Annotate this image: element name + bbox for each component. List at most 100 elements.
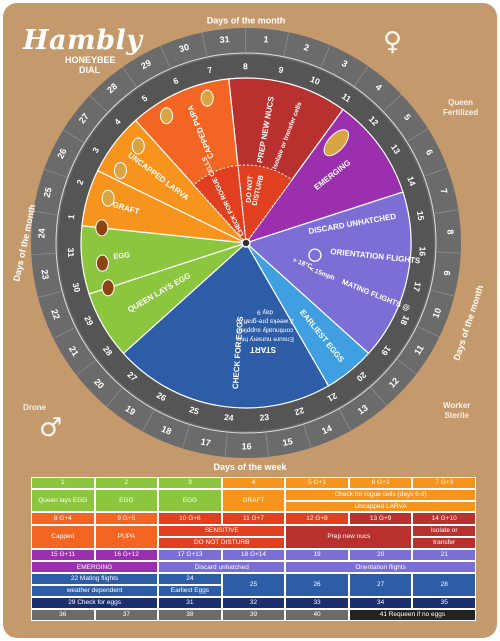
label-start: START bbox=[250, 345, 276, 354]
week-cell: 14 G+10 bbox=[412, 512, 476, 525]
sun-icon bbox=[308, 248, 322, 262]
inner-day-24: 24 bbox=[224, 412, 235, 423]
outer-tick bbox=[416, 325, 440, 338]
inner-day-3: 3 bbox=[90, 145, 101, 155]
inner-day-5: 5 bbox=[140, 93, 150, 104]
label-start3: 2 weeks pre-graft to bbox=[236, 317, 294, 324]
week-cell: 38 bbox=[158, 608, 222, 621]
outer-day-7: 7 bbox=[438, 187, 449, 194]
outer-day-19: 19 bbox=[123, 403, 137, 417]
week-cell: 12 G+8 bbox=[285, 512, 349, 525]
week-cell: EGG bbox=[94, 489, 159, 513]
outer-tick bbox=[89, 95, 109, 113]
outer-tick bbox=[106, 387, 123, 407]
brood-image-icon bbox=[95, 254, 109, 272]
rogue-divider-line bbox=[237, 165, 247, 244]
week-cell: GRAFT bbox=[221, 489, 286, 513]
week-cell: 7 G+3 bbox=[412, 477, 476, 490]
outer-day-11: 11 bbox=[412, 343, 426, 356]
ring-divider bbox=[55, 52, 437, 434]
inner-day-31: 31 bbox=[66, 247, 77, 257]
outer-day-28: 28 bbox=[105, 81, 119, 95]
outer-day-25: 25 bbox=[42, 186, 54, 198]
week-cell: 20 bbox=[348, 548, 413, 562]
week-cell: 39 bbox=[221, 608, 286, 621]
outer-day-21: 21 bbox=[67, 344, 81, 358]
outer-tick bbox=[76, 359, 97, 376]
week-cell: 10 G+6 bbox=[158, 512, 222, 525]
week-cell: DO NOT DISTURB bbox=[158, 536, 286, 549]
label-start2: continually supplied bbox=[236, 326, 293, 333]
week-cell: 35 bbox=[412, 596, 476, 609]
week-cell: Check for rogue cells (days 6-9) bbox=[285, 489, 476, 501]
inner-day-23: 23 bbox=[259, 412, 270, 423]
outer-tick bbox=[338, 408, 352, 431]
outer-tick bbox=[44, 168, 68, 178]
outer-tick bbox=[423, 167, 448, 177]
week-cell: 40 bbox=[285, 608, 349, 621]
outer-day-20: 20 bbox=[92, 377, 106, 391]
inner-day-21: 21 bbox=[326, 391, 339, 404]
dial-pivot[interactable] bbox=[241, 238, 251, 248]
week-cell: 5 G+1 bbox=[285, 477, 349, 490]
inner-day-29: 29 bbox=[82, 314, 95, 327]
outer-day-13: 13 bbox=[356, 403, 370, 417]
inner-day-15: 15 bbox=[415, 210, 426, 221]
week-cell: 26 bbox=[285, 573, 349, 597]
inner-day-18: 18 bbox=[398, 314, 411, 327]
sector-discard-orientation[interactable] bbox=[244, 191, 412, 355]
week-cell: 1 bbox=[31, 477, 95, 490]
week-cell: 9 G+5 bbox=[94, 512, 159, 525]
week-cell: 28 bbox=[412, 573, 476, 597]
week-cell: 21 bbox=[412, 548, 476, 562]
worker-label-line2: Sterile bbox=[444, 411, 469, 420]
week-cell: 19 bbox=[285, 548, 349, 562]
outer-tick bbox=[122, 66, 138, 88]
sector-emerging[interactable] bbox=[244, 108, 404, 245]
queen-cell-icon bbox=[323, 129, 350, 157]
label-start1: Ensure nursery hive bbox=[236, 335, 294, 342]
inner-day-8: 8 bbox=[243, 61, 248, 71]
outer-day-26: 26 bbox=[55, 147, 68, 160]
sector-start-check-eggs[interactable] bbox=[122, 242, 330, 409]
outer-day-31: 31 bbox=[219, 34, 230, 45]
outer-tick bbox=[370, 386, 387, 406]
outer-tick bbox=[160, 45, 171, 69]
outer-day-29: 29 bbox=[139, 58, 153, 72]
outer-day-24: 24 bbox=[36, 228, 46, 238]
outer-tick bbox=[142, 409, 155, 432]
outer-tick bbox=[406, 128, 429, 143]
inner-day-1: 1 bbox=[66, 213, 77, 219]
week-cell: 4 bbox=[221, 477, 286, 490]
week-cell: Earliest Eggs bbox=[158, 584, 222, 597]
inner-day-25: 25 bbox=[188, 404, 200, 416]
inner-day-16: 16 bbox=[417, 246, 427, 256]
outer-day-6: 6 bbox=[424, 148, 435, 157]
week-cell: 8 G+4 bbox=[31, 512, 95, 525]
female-symbol-icon: ♀ bbox=[383, 27, 403, 57]
inner-day-9: 9 bbox=[278, 64, 285, 75]
inner-day-2: 2 bbox=[75, 178, 86, 186]
outer-tick bbox=[430, 289, 455, 297]
sector-rogue-disturb[interactable] bbox=[193, 164, 293, 244]
outer-day-16: 16 bbox=[242, 441, 252, 451]
queen-label-line2: Fertilized bbox=[443, 108, 479, 117]
outer-tick bbox=[224, 432, 228, 457]
week-cell: Isolate or bbox=[412, 524, 476, 537]
brood-image-icon bbox=[200, 89, 214, 107]
week-cell: 29 Check for eggs bbox=[31, 596, 159, 609]
week-cell: 3 bbox=[158, 477, 222, 490]
week-cell: 24 bbox=[158, 573, 222, 585]
outer-tick bbox=[31, 252, 57, 255]
week-table-title: Days of the week bbox=[213, 462, 287, 472]
brand-block: Hambly HONEYBEE DIAL bbox=[23, 25, 143, 76]
outer-day-2: 2 bbox=[303, 42, 311, 53]
brand-logo: Hambly bbox=[23, 25, 143, 56]
week-cell: EGG bbox=[158, 489, 222, 513]
week-cell: Prep new nucs bbox=[285, 524, 413, 549]
week-cell: SENSITIVE bbox=[158, 524, 286, 537]
queen-label-line1: Queen bbox=[448, 98, 474, 107]
brood-dial[interactable]: 31 12345678910111213141516171819202122232… bbox=[3, 3, 497, 463]
week-cell: 2 bbox=[94, 477, 159, 490]
outer-day-22: 22 bbox=[49, 308, 62, 321]
